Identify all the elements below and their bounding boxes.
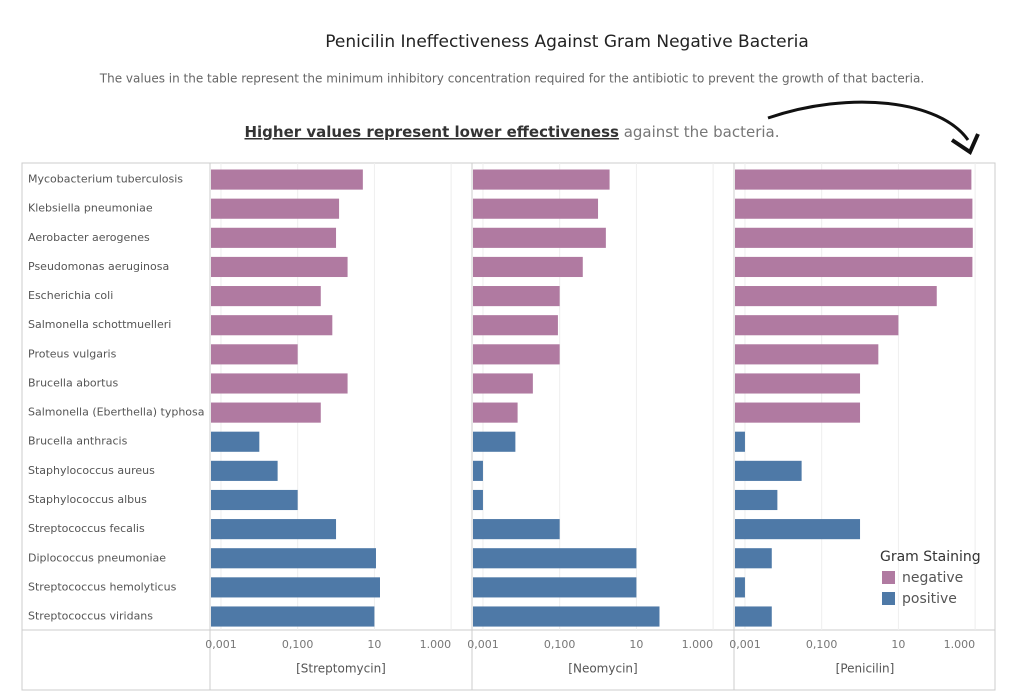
bar xyxy=(473,169,610,190)
bar xyxy=(473,286,560,307)
bar xyxy=(735,489,778,511)
row-label: Diplococcus pneumoniae xyxy=(28,551,166,564)
chart-title: Penicilin Ineffectiveness Against Gram N… xyxy=(325,32,809,52)
legend-title: Gram Staining xyxy=(880,549,981,565)
x-tick-label: 0,001 xyxy=(467,638,499,651)
annotation: Higher values represent lower effectiven… xyxy=(244,123,779,141)
bar xyxy=(211,431,260,452)
x-tick-label: 10 xyxy=(891,638,905,651)
bar xyxy=(735,431,745,452)
row-label: Escherichia coli xyxy=(28,289,113,302)
bar xyxy=(473,198,599,219)
row-label: Streptococcus fecalis xyxy=(28,522,145,535)
x-tick-label: 1.000 xyxy=(682,638,714,651)
bar xyxy=(735,606,772,627)
bar xyxy=(735,169,972,190)
row-label: Salmonella (Eberthella) typhosa xyxy=(28,406,205,419)
bar xyxy=(473,431,516,452)
bar xyxy=(473,606,660,627)
bar xyxy=(211,344,298,365)
bar xyxy=(211,606,375,627)
legend-label: negative xyxy=(902,570,963,586)
subtitle: The values in the table represent the mi… xyxy=(99,72,924,86)
bar xyxy=(473,344,560,365)
frame xyxy=(21,162,996,691)
bar xyxy=(473,256,583,278)
x-axis-title: [Streptomycin] xyxy=(296,662,386,676)
bar xyxy=(735,227,973,248)
bar xyxy=(211,169,363,190)
x-tick-label: 0,100 xyxy=(806,638,838,651)
row-label: Streptococcus viridans xyxy=(28,610,153,623)
bar xyxy=(735,315,899,336)
bar xyxy=(735,402,861,423)
bar xyxy=(473,402,518,423)
bar xyxy=(211,198,340,219)
bar xyxy=(211,227,337,248)
x-tick-label: 1.000 xyxy=(420,638,452,651)
bar xyxy=(735,198,973,219)
row-label: Staphylococcus albus xyxy=(28,493,147,506)
row-label: Aerobacter aerogenes xyxy=(28,231,150,244)
row-label: Klebsiella pneumoniae xyxy=(28,202,153,215)
arrow-head xyxy=(950,133,980,155)
row-label: Pseudomonas aeruginosa xyxy=(28,260,169,273)
row-label: Mycobacterium tuberculosis xyxy=(28,173,183,186)
row-label: Streptococcus hemolyticus xyxy=(28,580,177,593)
x-tick-label: 1.000 xyxy=(944,638,976,651)
bar xyxy=(473,227,606,248)
bar xyxy=(735,286,937,307)
x-tick-label: 0,001 xyxy=(205,638,237,651)
legend-label: positive xyxy=(902,591,957,607)
row-label: Brucella anthracis xyxy=(28,435,128,448)
row-label: Brucella abortus xyxy=(28,376,118,389)
bar xyxy=(211,460,278,481)
bar xyxy=(211,286,321,307)
bar xyxy=(211,519,337,540)
x-axis-title: [Penicilin] xyxy=(836,662,895,676)
bar xyxy=(473,460,483,481)
bar xyxy=(735,577,745,598)
bar xyxy=(211,315,333,336)
bar xyxy=(211,489,298,511)
bar xyxy=(735,519,861,540)
bar xyxy=(473,373,533,394)
bar xyxy=(211,256,348,278)
x-tick-label: 10 xyxy=(367,638,381,651)
x-axis-title: [Neomycin] xyxy=(568,662,637,676)
x-tick-label: 0,100 xyxy=(544,638,576,651)
bar xyxy=(473,577,637,598)
bar xyxy=(473,519,560,540)
bar xyxy=(735,344,879,365)
bar xyxy=(735,548,772,569)
bar xyxy=(735,373,861,394)
bar xyxy=(735,256,973,278)
bar xyxy=(211,373,348,394)
annotation-rest: against the bacteria. xyxy=(619,123,780,141)
bar xyxy=(211,402,321,423)
bar xyxy=(473,489,483,511)
x-tick-label: 0,001 xyxy=(729,638,761,651)
bar xyxy=(473,548,637,569)
bar xyxy=(211,577,380,598)
legend-swatch xyxy=(882,592,895,605)
arrow xyxy=(767,100,970,141)
x-tick-label: 0,100 xyxy=(282,638,314,651)
annotation-emphasis: Higher values represent lower effectiven… xyxy=(244,123,619,141)
row-label: Staphylococcus aureus xyxy=(28,464,155,477)
row-label: Proteus vulgaris xyxy=(28,347,117,360)
x-tick-label: 10 xyxy=(629,638,643,651)
bar xyxy=(735,460,802,481)
row-label: Salmonella schottmuelleri xyxy=(28,318,171,331)
legend-swatch xyxy=(882,571,895,584)
bar xyxy=(211,548,376,569)
bar xyxy=(473,315,558,336)
